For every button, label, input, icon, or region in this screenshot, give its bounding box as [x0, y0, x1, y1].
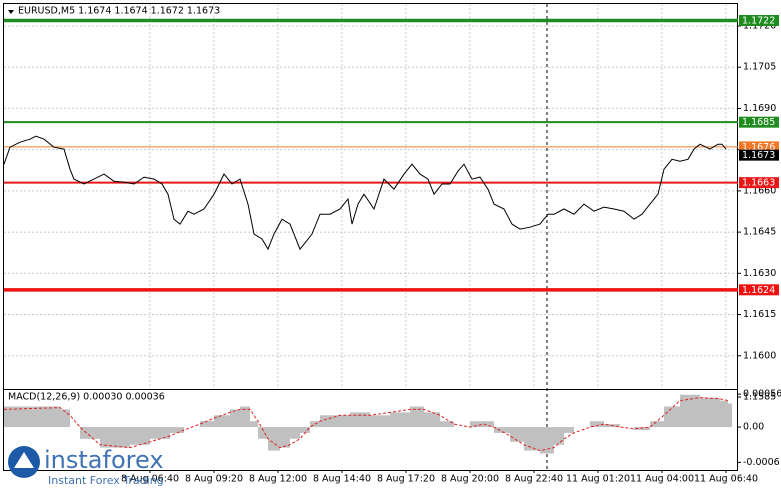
histogram-bar	[680, 394, 700, 428]
y-tick-label: 1.1615	[743, 309, 776, 320]
histogram-bar	[170, 427, 184, 433]
macd-title: MACD(12,26,9) 0.00030 0.00036	[8, 392, 165, 403]
histogram-bar	[370, 415, 390, 428]
logo: instaforex Instant Forex Trading	[8, 446, 164, 487]
histogram-bar	[214, 415, 230, 428]
logo-mark	[14, 452, 34, 468]
histogram-bar	[554, 427, 564, 445]
histogram-bar	[700, 397, 720, 428]
y-tick-label: 1.1585	[743, 392, 776, 403]
x-tick-label: 8 Aug 12:00	[249, 474, 307, 485]
level-tag	[739, 141, 779, 153]
x-tick-label: 11 Aug 01:20	[566, 474, 630, 485]
histogram-bar	[4, 406, 60, 428]
histogram-bar	[340, 415, 350, 428]
histogram-bar	[280, 427, 290, 448]
histogram-bar	[80, 427, 100, 439]
level-tag	[739, 284, 779, 296]
histogram-bar	[720, 400, 728, 428]
x-tick-label: 8 Aug 09:20	[185, 474, 243, 485]
histogram-bar	[230, 409, 240, 428]
price-line	[3, 135, 727, 251]
histogram-bar	[494, 427, 510, 433]
x-tick-label: 8 Aug 22:40	[505, 474, 563, 485]
level-tag	[739, 177, 779, 189]
level-tag	[739, 116, 779, 128]
histogram-bar	[300, 427, 310, 433]
histogram-bar	[564, 427, 574, 433]
histogram-bar	[510, 427, 524, 442]
level-label: 1.1676	[742, 142, 775, 153]
signal-line	[3, 397, 729, 452]
histogram-bar	[100, 427, 130, 448]
histogram-bar	[268, 427, 280, 451]
histogram-bar	[590, 421, 604, 428]
histogram-bar	[650, 421, 664, 428]
x-tick-label: 8 Aug 20:00	[441, 474, 499, 485]
histogram-bar	[258, 427, 268, 439]
last-price-label: 1.1673	[742, 150, 775, 161]
histogram-bar	[390, 412, 410, 428]
x-tick-label: 8 Aug 06:40	[121, 474, 179, 485]
y-tick-label: 1.1705	[743, 62, 776, 73]
y-tick-label: 1.1660	[743, 185, 776, 196]
price-title: EURUSD,M5 1.1674 1.1674 1.1672 1.1673	[18, 6, 220, 17]
y-tick-label: 1.1690	[743, 103, 776, 114]
histogram-bar	[484, 421, 494, 428]
x-tick-label: 11 Aug 04:00	[630, 474, 694, 485]
logo-tagline: Instant Forex Trading	[48, 474, 164, 487]
level-tag	[739, 14, 779, 26]
histogram-bar	[350, 412, 370, 428]
histogram-bar	[60, 409, 70, 428]
histogram-bar	[524, 427, 540, 451]
y-tick-label: -0.0006	[743, 457, 780, 468]
level-label: 1.1685	[742, 117, 775, 128]
histogram-bar	[664, 406, 680, 428]
histogram-bar	[240, 406, 250, 428]
histogram-bar	[250, 421, 258, 428]
level-label: 1.1722	[742, 15, 775, 26]
level-label: 1.1663	[742, 178, 775, 189]
level-label: 1.1624	[742, 285, 775, 296]
histogram-bar	[424, 412, 440, 428]
histogram-bar	[290, 427, 300, 439]
x-tick-label: 8 Aug 14:40	[313, 474, 371, 485]
histogram-bar	[728, 403, 732, 428]
last-price-tag	[739, 149, 779, 161]
histogram-bar	[200, 421, 214, 428]
x-tick-label: 8 Aug 17:20	[377, 474, 435, 485]
logo-name: instaforex	[44, 446, 164, 474]
histogram-bar	[634, 427, 650, 430]
y-tick-label: 0.00056	[743, 389, 781, 400]
histogram-bar	[440, 421, 454, 428]
histogram-bar	[540, 427, 554, 454]
histogram-bar	[470, 421, 484, 428]
y-tick-label: 1.1645	[743, 227, 776, 238]
y-tick-label: 1.1630	[743, 268, 776, 279]
histogram-bar	[130, 427, 150, 445]
histogram-bar	[320, 415, 340, 428]
histogram-bar	[410, 406, 424, 428]
histogram-bar	[150, 427, 170, 439]
y-tick-label: 1.1600	[743, 350, 776, 361]
x-tick-label: 11 Aug 06:40	[694, 474, 758, 485]
menu-arrow	[8, 10, 14, 14]
price-frame	[3, 3, 738, 408]
y-tick-label: 0.00	[743, 422, 764, 433]
